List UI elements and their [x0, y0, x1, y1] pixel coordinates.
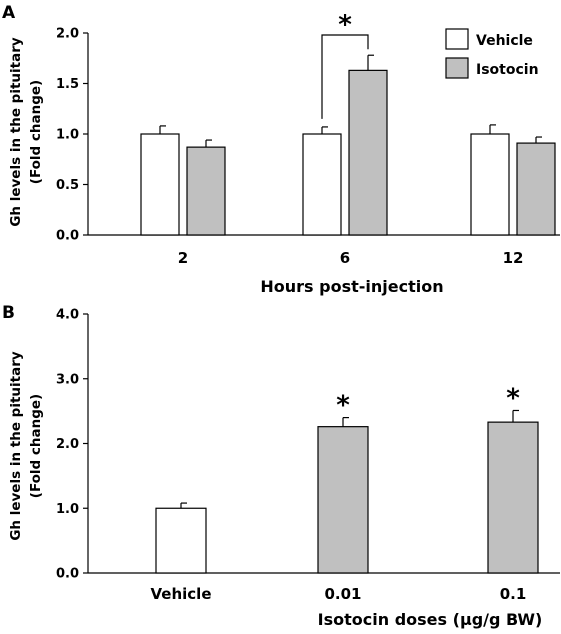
legend-vehicle-label: Vehicle — [476, 33, 533, 49]
legend-vehicle-swatch — [445, 28, 469, 50]
legend-isotocin-label: Isotocin — [476, 62, 539, 78]
panel-b-significance-star: * — [506, 383, 520, 413]
panel-a-significance-bracket — [321, 34, 369, 119]
panel-b-ylabel-line1: Gh levels in the pituitary — [8, 351, 24, 541]
panel-b-bar — [487, 421, 539, 574]
panel-b-ylabel-line2: (Fold change) — [28, 394, 44, 498]
panel-b-ytick-label: 2.0 — [56, 437, 79, 452]
panel-a-letter: A — [2, 3, 16, 23]
panel-a-category-label: 2 — [178, 249, 188, 267]
panel-b-plot: 0.0 1.0 2.0 3.0 4.0 Vehicle 0.01 0.1 * * — [56, 308, 560, 603]
panel-a-ytick-label: 0.5 — [56, 178, 79, 193]
panel-b-bar — [317, 426, 369, 574]
panel-a-plot: 0.0 0.5 1.0 1.5 2.0 2 6 12 * — [56, 10, 560, 267]
panel-a-bar-isotocin — [516, 142, 556, 236]
panel-a-bar-vehicle — [302, 133, 342, 236]
panel-a-category-label: 12 — [503, 249, 524, 267]
panel-b-ytick-label: 1.0 — [56, 502, 79, 517]
panel-a-ylabel-line2: (Fold change) — [28, 80, 44, 184]
panel-a-bar-vehicle — [140, 133, 180, 236]
panel-a-significance-star: * — [338, 10, 352, 40]
panel-b-category-label: 0.1 — [500, 585, 527, 603]
panel-a-ytick-label: 0.0 — [56, 229, 79, 244]
panel-b-significance-star: * — [336, 391, 350, 421]
panel-b-letter: B — [2, 303, 15, 323]
panel-b-ytick-label: 3.0 — [56, 372, 79, 387]
panel-b-bar — [155, 507, 207, 574]
panel-a-ytick-label: 1.5 — [56, 77, 79, 92]
panel-a-ytick-label: 2.0 — [56, 27, 79, 42]
panel-b-category-label: 0.01 — [324, 585, 361, 603]
panel-b-xlabel: Isotocin doses (μg/g BW) — [318, 610, 543, 629]
panel-a-bar-isotocin — [348, 69, 388, 236]
legend-isotocin-swatch — [445, 57, 469, 79]
panel-a-xlabel: Hours post-injection — [260, 277, 443, 296]
panel-b-ytick-label: 0.0 — [56, 567, 79, 582]
panel-a-ylabel-line1: Gh levels in the pituitary — [8, 37, 24, 227]
panel-a-ytick-label: 1.0 — [56, 128, 79, 143]
panel-a-bar-isotocin — [186, 146, 226, 236]
panel-a-legend: Vehicle Isotocin — [445, 28, 539, 79]
panel-a-category-label: 6 — [340, 249, 350, 267]
panel-a-bar-vehicle — [470, 133, 510, 236]
panel-b-category-label: Vehicle — [151, 585, 212, 603]
panel-b-ytick-label: 4.0 — [56, 308, 79, 323]
